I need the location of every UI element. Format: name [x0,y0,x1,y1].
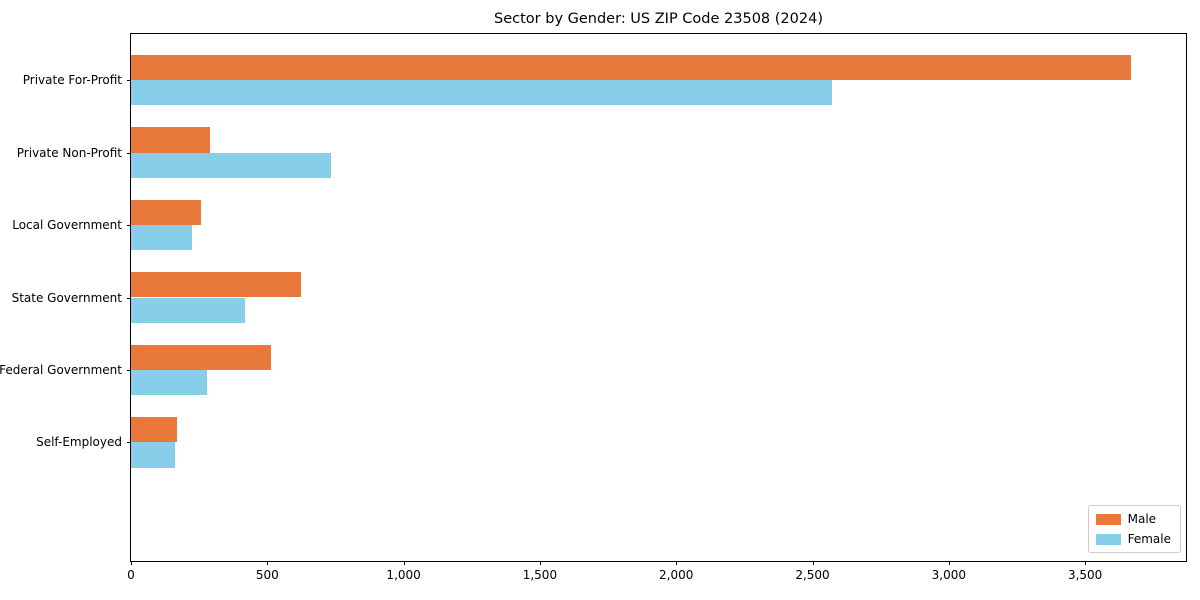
legend-item-female: Female [1095,532,1171,546]
y-tick-mark [127,225,131,226]
x-tick-mark [676,561,678,565]
x-tick-label: 500 [255,568,279,582]
chart-title: Sector by Gender: US ZIP Code 23508 (202… [494,11,823,27]
x-tick-label: 2,000 [659,568,694,582]
legend-swatch-male-icon [1095,513,1121,525]
x-tick-mark [267,561,269,565]
x-tick-mark [539,561,541,565]
bar-female-0 [131,80,832,106]
x-tick-label: 1,000 [386,568,421,582]
y-tick-mark [127,152,131,154]
y-axis-label: Local Government [12,218,122,232]
x-tick-mark [403,561,405,565]
y-tick-mark [127,297,131,299]
x-tick-mark [1085,561,1087,565]
y-axis-label: Federal Government [0,362,122,377]
bar-male-0 [131,54,1132,81]
legend-item-male: Male [1095,512,1171,526]
x-tick-label: 1,500 [522,568,558,582]
bar-male-3 [131,272,302,298]
x-tick-mark [131,561,132,565]
y-tick-mark [127,369,131,371]
bar-female-2 [131,225,193,251]
y-tick-mark [127,80,131,82]
y-axis-label: Private For-Profit [22,73,122,88]
x-tick-label: 0 [127,568,135,582]
y-axis-label: Self-Employed [36,435,122,450]
bar-female-4 [131,369,208,396]
y-axis-label: State Government [11,290,122,305]
x-tick-label: 3,500 [1067,568,1103,582]
bar-male-1 [131,127,211,153]
bar-male-2 [131,199,201,225]
y-axis-label: Private Non-Profit [16,145,122,160]
bar-female-5 [131,442,175,468]
bar-female-3 [131,297,246,323]
x-tick-label: 2,500 [795,568,830,582]
x-tick-label: 3,000 [931,568,967,582]
bar-female-1 [131,152,332,178]
y-tick-mark [127,442,131,444]
bar-male-4 [131,344,272,370]
legend-label-female: Female [1127,532,1171,546]
legend-label-male: Male [1127,512,1157,526]
legend-swatch-female-icon [1095,533,1121,545]
x-tick-mark [812,561,814,565]
bar-male-5 [131,417,178,443]
x-tick-mark [948,561,950,565]
plot-area: Male Female Private For-Profit Private No… [0,33,1187,582]
legend: Male Female [1087,505,1181,553]
